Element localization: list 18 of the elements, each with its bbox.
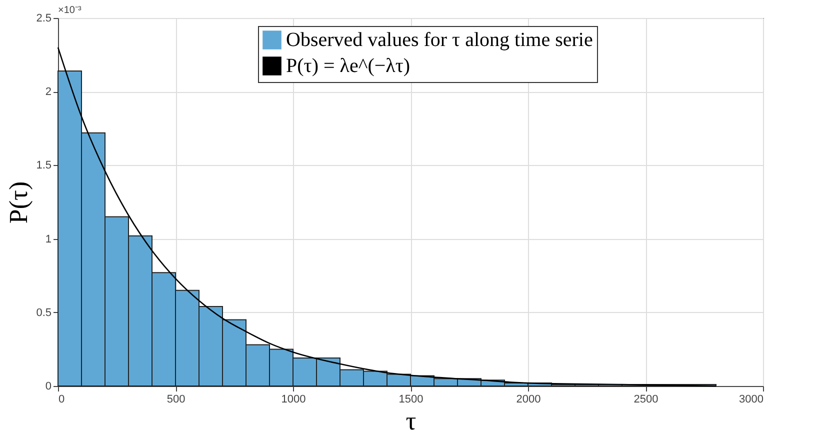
x-tick-label: 1000 [281, 394, 306, 406]
legend-label: Observed values for τ along time serie [286, 29, 593, 51]
y-tick-label: 2.5 [36, 12, 52, 24]
legend-label: P(τ) = λe^(−λτ) [286, 55, 410, 77]
x-tick-label: 0 [58, 394, 65, 406]
x-tick-label: 3000 [739, 394, 764, 406]
x-tick-label: 2000 [516, 394, 541, 406]
x-tick-label: 500 [166, 394, 186, 406]
y-tick-label: 1 [45, 233, 52, 246]
y-tick-label: 2 [45, 86, 52, 98]
y-axis-title: P(τ) [4, 181, 34, 224]
x-tick-label: 1500 [398, 394, 424, 406]
x-axis-title: τ [406, 406, 416, 436]
y-tick-label: 0 [45, 380, 52, 392]
y-tick-label: 1.5 [36, 160, 52, 172]
y-tick-label: 0.5 [36, 306, 52, 319]
x-tick-label: 2500 [634, 394, 658, 406]
text: ×10⁻³ [58, 5, 82, 16]
